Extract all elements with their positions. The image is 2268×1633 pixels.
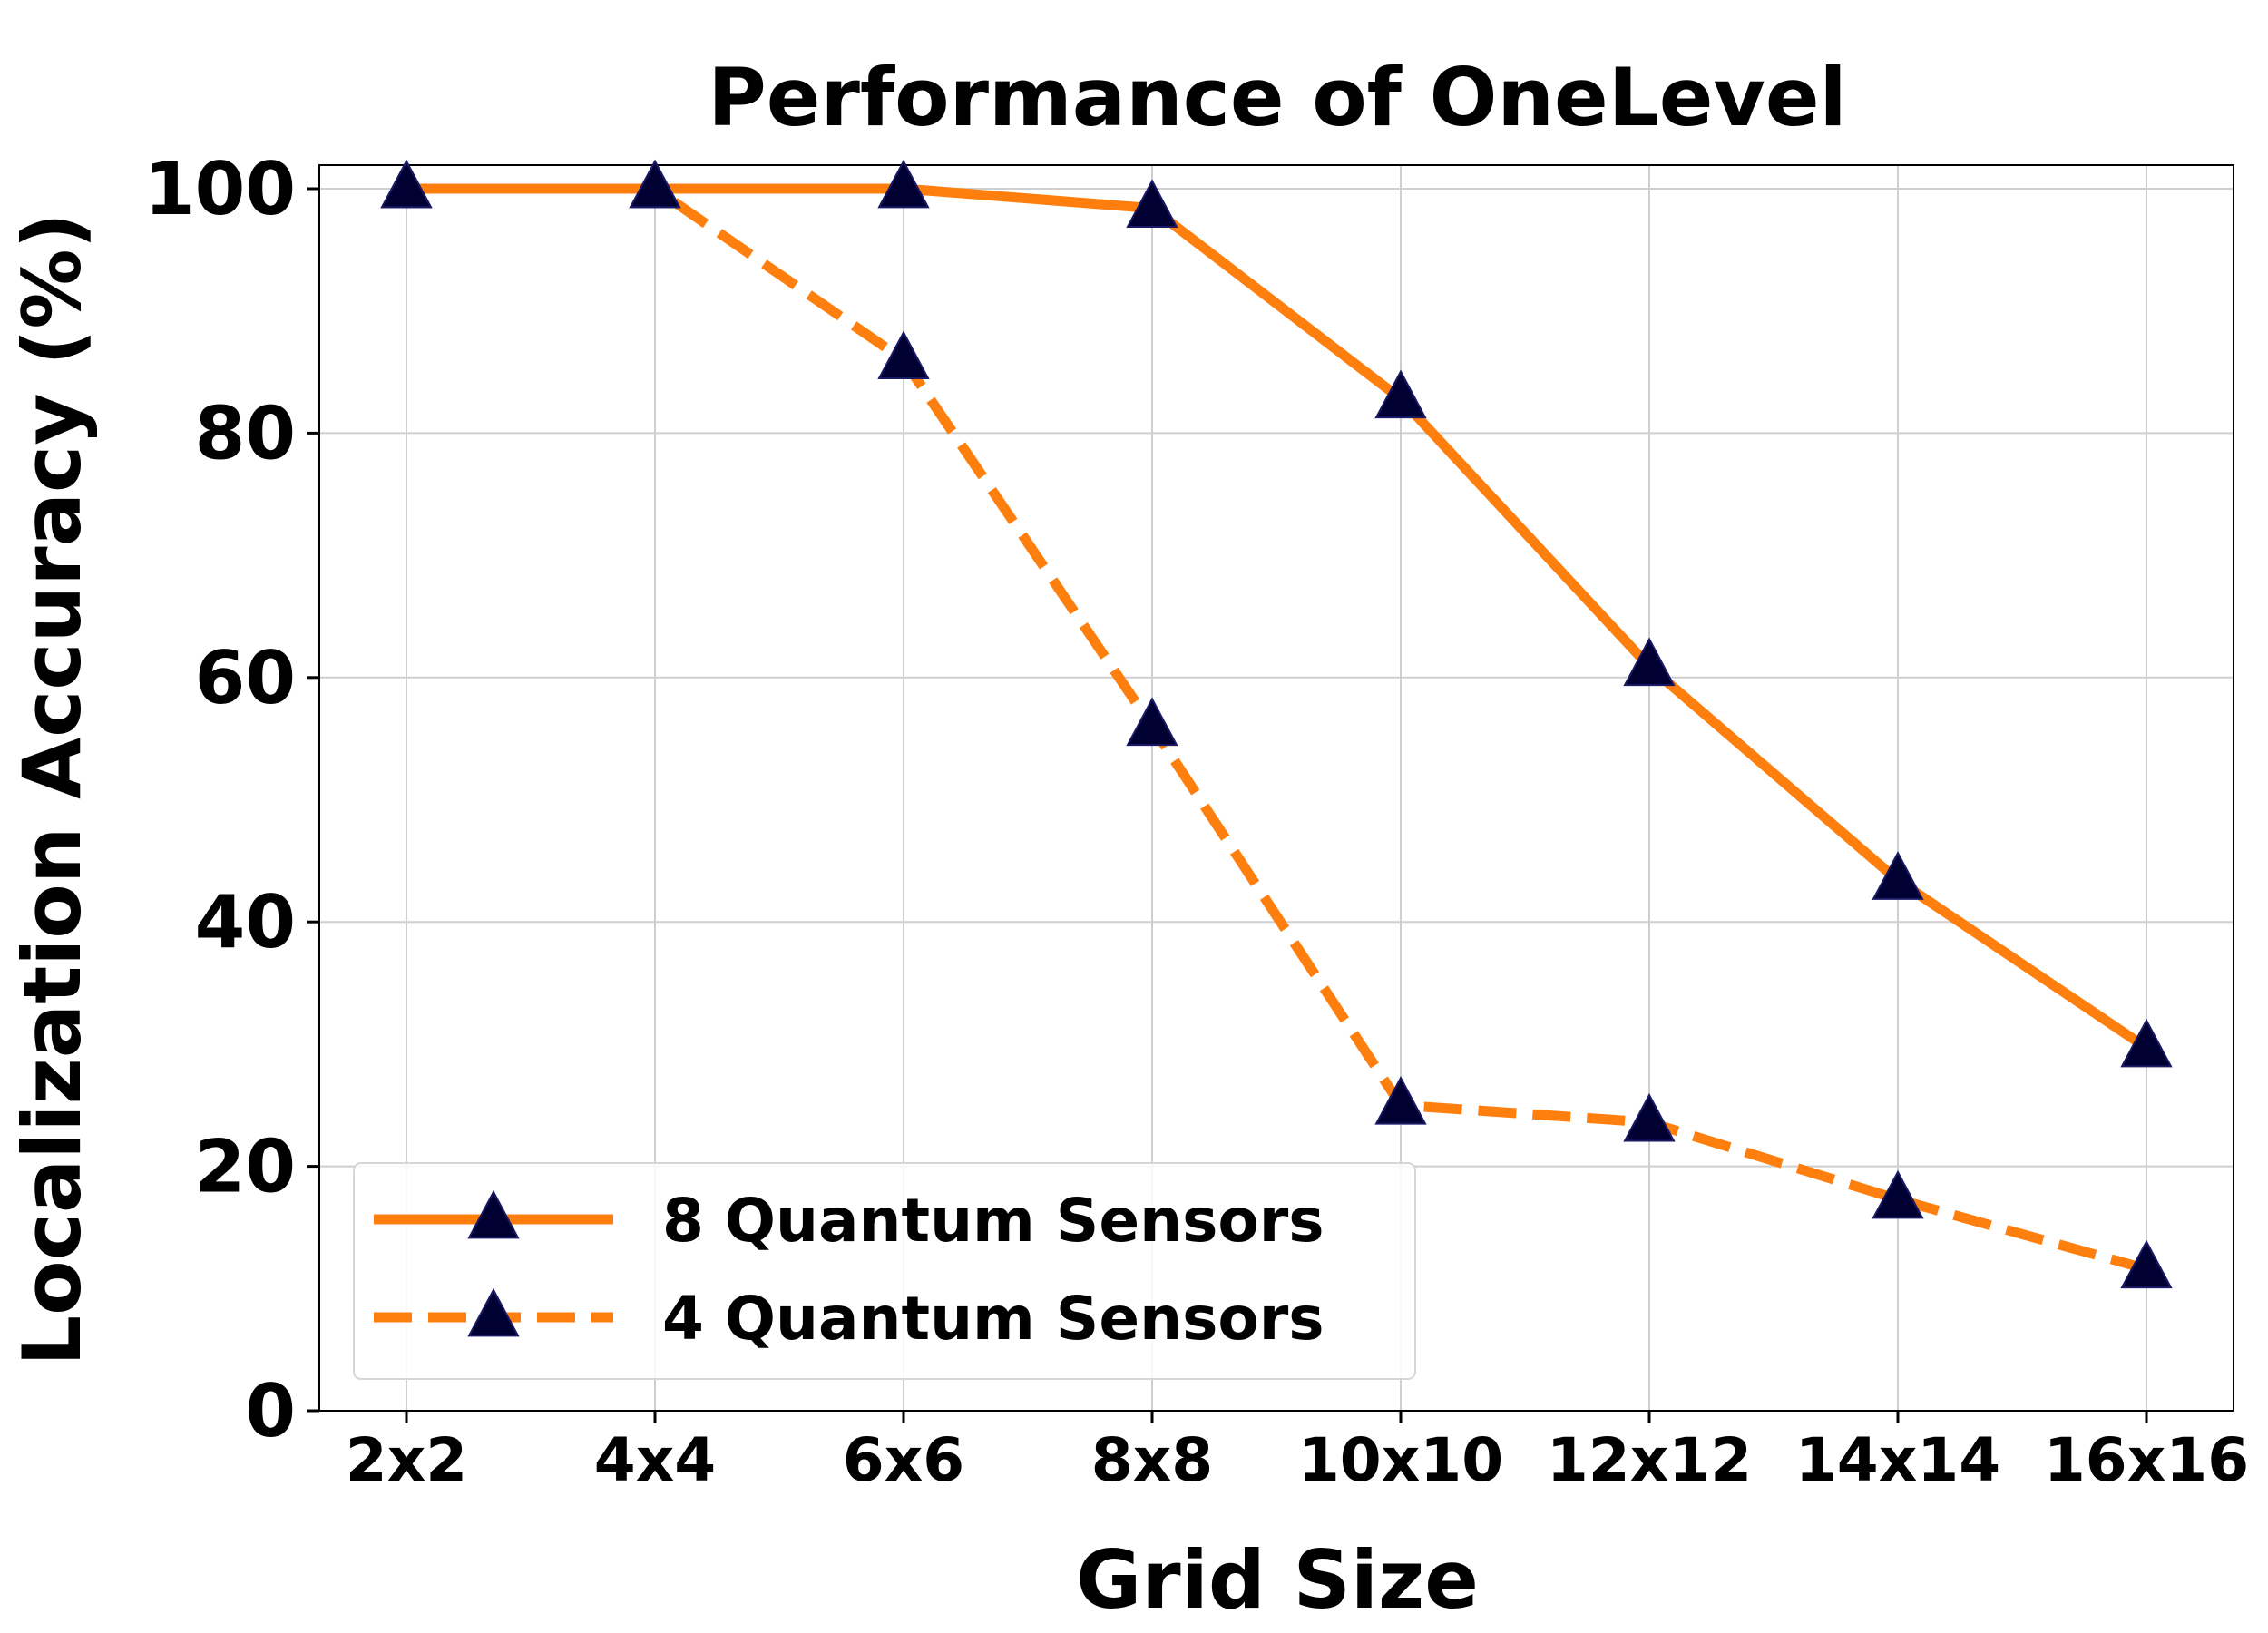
series-line-four-sensors [406,183,2148,1275]
y-tick-label: 80 [195,391,296,475]
x-tick-label: 6x6 [843,1425,964,1495]
data-point-marker [1872,851,1924,900]
data-point-marker [2120,1018,2173,1068]
x-tick-label: 12x12 [1547,1425,1752,1495]
x-tick-label: 14x14 [1795,1425,2000,1495]
x-axis-ticks: 2x2 4x4 6x6 8x8 10x10 12x12 14x14 16x16 [346,1411,2249,1495]
data-point-marker [380,159,433,209]
y-tick-label: 0 [245,1369,296,1453]
data-point-marker [877,330,930,379]
legend: 8 Quantum Sensors 4 Quantum Sensors [353,1162,1416,1380]
x-tick-label: 4x4 [594,1425,716,1495]
plot-area-frame [318,164,2234,1412]
series-lines [406,183,2150,1275]
legend-marker [467,1287,520,1337]
y-tick-label: 100 [144,147,296,231]
legend-label: 4 Quantum Sensors [662,1284,1325,1354]
data-point-marker [1126,697,1178,747]
legend-box [353,1162,1416,1380]
y-tick-label: 60 [195,636,296,720]
x-tick-label: 2x2 [346,1425,467,1495]
data-point-marker [629,159,681,209]
x-tick-label: 10x10 [1298,1425,1503,1495]
data-point-marker [877,159,930,209]
series-markers [380,159,2173,1289]
x-tick-label: 8x8 [1091,1425,1213,1495]
data-point-marker [1374,369,1427,419]
x-tick-label: 16x16 [2044,1425,2249,1495]
x-axis-label: Grid Size [1076,1533,1479,1627]
legend-label: 8 Quantum Sensors [662,1186,1325,1256]
data-point-marker [1623,637,1676,687]
data-point-marker [1126,179,1178,228]
chart-title: Performance of OneLevel [708,51,1846,144]
data-point-marker [1872,1169,1924,1219]
data-point-marker [1374,1075,1427,1125]
y-axis-ticks: 0 20 40 60 80 100 [144,147,319,1453]
series-line-eight-sensors [406,183,2150,1052]
data-point-marker [2120,1239,2173,1289]
y-tick-label: 20 [195,1125,296,1209]
y-tick-label: 40 [195,880,296,964]
data-point-marker [1623,1092,1676,1142]
y-axis-label: Localization Accuracy (%) [5,212,99,1366]
legend-marker [467,1189,520,1239]
